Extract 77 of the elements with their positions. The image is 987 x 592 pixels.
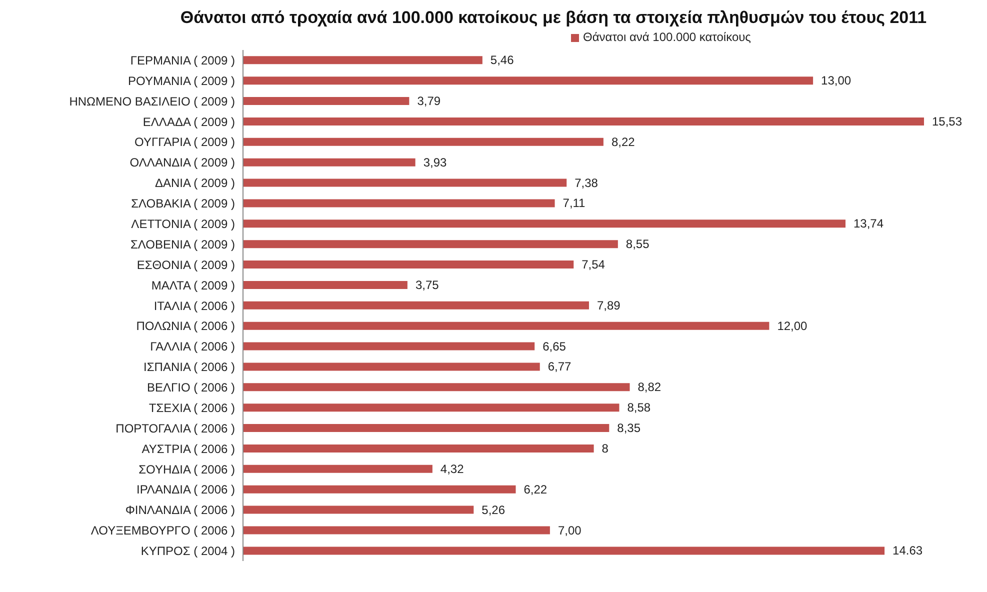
y-tick-label: ΛΟΥΞΕΜΒΟΥΡΓΟ ( 2006 ) — [90, 524, 235, 538]
y-tick-label: ΠΟΛΩΝΙΑ ( 2006 ) — [136, 319, 235, 334]
y-tick-label: ΑΥΣΤΡΙΑ ( 2006 ) — [142, 442, 236, 456]
bar — [243, 240, 618, 248]
y-tick-label: ΔΑΝΙΑ ( 2009 ) — [154, 176, 235, 190]
y-tick-label: ΟΥΓΓΑΡΙΑ ( 2009 ) — [134, 135, 235, 150]
data-label: 6,65 — [542, 339, 566, 354]
y-tick-label: ΗΝΩΜΕΝΟ ΒΑΣΙΛΕΙΟ ( 2009 ) — [69, 94, 235, 108]
legend-label: Θάνατοι ανά 100.000 κατοίκους — [583, 30, 751, 44]
data-label: 8,58 — [627, 400, 651, 415]
bar — [243, 322, 770, 330]
y-tick-label: ΡΟΥΜΑΝΙΑ ( 2009 ) — [128, 74, 235, 88]
data-label: 5,26 — [482, 502, 506, 517]
bar — [243, 220, 846, 228]
data-label: 3,75 — [415, 278, 440, 292]
data-label: 4,32 — [440, 462, 464, 476]
y-tick-label: ΙΤΑΛΙΑ ( 2006 ) — [154, 298, 235, 313]
y-tick-label: ΚΥΠΡΟΣ ( 2004 ) — [140, 544, 235, 558]
y-tick-label: ΣΟΥΗΔΙΑ ( 2006 ) — [138, 462, 235, 476]
bar — [243, 464, 432, 473]
y-tick-label: ΛΕΤΤΟΝΙΑ ( 2009 ) — [131, 217, 236, 231]
y-tick-label: ΦΙΝΛΑΝΔΙΑ ( 2006 ) — [125, 503, 236, 518]
data-label: 7,00 — [558, 523, 582, 538]
data-label: 8,82 — [638, 380, 662, 394]
chart-title: Θάνατοι από τροχαία ανά 100.000 κατοίκους με βάση τα στοιχεία πληθυσμών του έτους 2011 — [179, 8, 928, 28]
bar — [243, 158, 416, 166]
bar — [243, 506, 474, 514]
data-label: 7,38 — [574, 176, 598, 190]
data-label: 8,22 — [611, 134, 636, 149]
y-tick-label: ΕΣΘΟΝΙΑ ( 2009 ) — [136, 258, 235, 272]
bar — [243, 301, 589, 310]
y-tick-label: ΜΑΛΤΑ ( 2009 ) — [151, 278, 235, 292]
data-label: 14.63 — [892, 544, 923, 558]
bar — [243, 199, 555, 208]
bar — [243, 117, 924, 126]
data-label: 13,74 — [854, 216, 884, 231]
data-label: 8,35 — [617, 421, 641, 436]
y-tick-label: ΣΛΟΒΕΝΙΑ ( 2009 ) — [130, 237, 235, 252]
bar — [243, 178, 567, 187]
data-label: 3,93 — [423, 155, 448, 170]
bar — [243, 260, 574, 269]
bar — [243, 76, 814, 85]
bar — [243, 362, 540, 371]
data-label: 7,54 — [582, 258, 606, 272]
y-tick-label: ΟΛΛΑΝΔΙΑ ( 2009 ) — [130, 156, 235, 170]
bar — [243, 424, 610, 432]
data-label: 8,55 — [626, 237, 650, 252]
y-tick-label: ΤΣΕΧΙΑ ( 2006 ) — [148, 400, 235, 415]
bar — [243, 383, 630, 392]
data-label: 5,46 — [490, 53, 514, 68]
y-tick-label: ΓΑΛΛΙΑ ( 2006 ) — [150, 340, 235, 354]
y-tick-label: ΠΟΡΤΟΓΑΛΙΑ ( 2006 ) — [116, 421, 236, 436]
y-tick-label: ΒΕΛΓΙΟ ( 2006 ) — [147, 380, 235, 395]
data-label: 7,89 — [596, 298, 621, 312]
bar — [243, 546, 885, 555]
y-tick-label: ΙΣΠΑΝΙΑ ( 2006 ) — [144, 360, 236, 374]
y-tick-label: ΓΕΡΜΑΝΙΑ ( 2009 ) — [130, 53, 235, 68]
y-tick-label: ΕΛΛΑΔΑ ( 2009 ) — [142, 114, 235, 129]
bar — [243, 56, 482, 64]
bar — [243, 97, 410, 106]
data-label: 12,00 — [777, 318, 808, 333]
data-label: 8 — [602, 441, 609, 456]
data-label: 6,22 — [524, 482, 548, 496]
data-label: 13,00 — [821, 74, 852, 88]
bar — [243, 342, 535, 350]
bar — [243, 138, 604, 146]
data-label: 3,79 — [417, 94, 441, 108]
data-label: 15,53 — [932, 114, 962, 128]
y-tick-label: ΣΛΟΒΑΚΙΑ ( 2009 ) — [131, 196, 235, 211]
data-label: 7,11 — [562, 196, 586, 210]
y-tick-label: ΙΡΛΑΝΔΙΑ ( 2006 ) — [136, 482, 235, 497]
bar — [243, 404, 620, 412]
bar — [243, 280, 408, 289]
bar — [243, 526, 550, 534]
bar — [243, 485, 516, 494]
data-label: 6,77 — [548, 360, 572, 374]
bar — [243, 444, 594, 452]
